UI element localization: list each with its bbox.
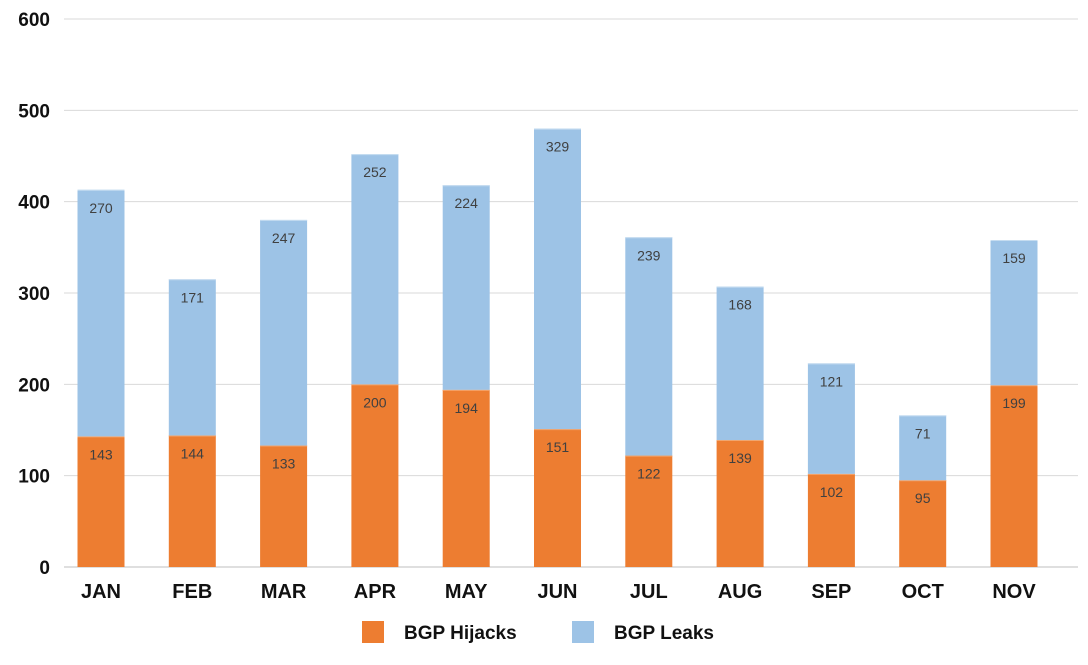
- data-label-leaks-jul: 239: [637, 247, 661, 263]
- data-label-hijacks-mar: 133: [272, 456, 296, 472]
- y-tick-label: 400: [18, 193, 50, 214]
- y-tick-label: 0: [39, 558, 50, 579]
- x-tick-label-sep: SEP: [811, 581, 851, 603]
- y-axis: 0 100 200 300 400 500 600: [18, 10, 50, 579]
- x-tick-label-apr: APR: [354, 581, 397, 603]
- bar-leaks-mar: [260, 219, 308, 446]
- bar-hijacks-nov: [990, 385, 1038, 567]
- x-tick-label-feb: FEB: [172, 581, 212, 603]
- legend: BGP Hijacks BGP Leaks: [362, 621, 714, 644]
- bar-hijacks-aug: [716, 440, 764, 567]
- y-tick-label: 500: [18, 101, 50, 122]
- data-label-leaks-jan: 270: [89, 200, 113, 216]
- y-tick-label: 300: [18, 284, 50, 305]
- legend-swatch-leaks: [572, 621, 594, 643]
- data-label-leaks-jun: 329: [546, 139, 570, 155]
- data-label-hijacks-jan: 143: [89, 446, 113, 462]
- bar-leaks-feb: [168, 279, 216, 436]
- data-label-hijacks-feb: 144: [181, 445, 205, 461]
- bar-hijacks-feb: [168, 435, 216, 567]
- bar-leaks-aug: [716, 286, 764, 441]
- data-labels-layer: 143 270 144 171 133 247 200 252 194 224 151 329 122 2…: [89, 139, 1026, 507]
- data-label-leaks-sep: 121: [820, 373, 844, 389]
- data-label-leaks-mar: 247: [272, 230, 296, 246]
- bar-hijacks-oct: [899, 480, 947, 567]
- bar-hijacks-jul: [625, 455, 673, 567]
- data-label-hijacks-jun: 151: [546, 439, 570, 455]
- bar-leaks-sep: [807, 363, 855, 474]
- legend-label-leaks: BGP Leaks: [614, 623, 714, 644]
- x-axis: JAN FEB MAR APR MAY JUN JUL AUG SEP OCT NOV: [81, 581, 1036, 603]
- y-tick-label: 600: [18, 10, 50, 31]
- data-label-hijacks-jul: 122: [637, 466, 661, 482]
- x-tick-label-nov: NOV: [992, 581, 1036, 603]
- data-label-leaks-nov: 159: [1002, 250, 1026, 266]
- bar-leaks-jan: [77, 189, 125, 437]
- data-label-hijacks-sep: 102: [820, 484, 844, 500]
- x-tick-label-jun: JUN: [537, 581, 577, 603]
- bar-hijacks-jan: [77, 436, 125, 567]
- x-tick-label-jan: JAN: [81, 581, 121, 603]
- bar-leaks-jun: [534, 128, 581, 430]
- data-label-hijacks-nov: 199: [1002, 395, 1026, 411]
- bar-hijacks-jun: [534, 429, 581, 567]
- y-tick-label: 100: [18, 467, 50, 488]
- y-tick-label: 200: [18, 375, 50, 396]
- bar-leaks-jul: [625, 237, 673, 456]
- legend-label-hijacks: BGP Hijacks: [404, 623, 517, 644]
- data-label-leaks-oct: 71: [915, 425, 931, 441]
- bar-hijacks-sep: [807, 473, 855, 567]
- data-label-leaks-feb: 171: [181, 289, 205, 305]
- data-label-leaks-aug: 168: [728, 297, 752, 313]
- x-tick-label-oct: OCT: [902, 581, 944, 603]
- x-tick-label-aug: AUG: [718, 581, 762, 603]
- bar-leaks-oct: [899, 415, 947, 481]
- x-tick-label-mar: MAR: [261, 581, 307, 603]
- bar-hijacks-apr: [351, 384, 399, 567]
- bars-layer: [77, 128, 1038, 567]
- data-label-hijacks-aug: 139: [728, 450, 752, 466]
- bar-hijacks-mar: [260, 445, 308, 567]
- x-tick-label-may: MAY: [445, 581, 488, 603]
- bar-leaks-nov: [990, 240, 1038, 386]
- bar-leaks-apr: [351, 154, 399, 385]
- data-label-leaks-apr: 252: [363, 164, 387, 180]
- x-tick-label-jul: JUL: [630, 581, 668, 603]
- data-label-hijacks-oct: 95: [915, 490, 931, 506]
- data-label-leaks-may: 224: [455, 195, 479, 211]
- legend-swatch-hijacks: [362, 621, 384, 643]
- bar-leaks-may: [442, 185, 490, 390]
- bar-hijacks-may: [442, 389, 490, 567]
- data-label-hijacks-may: 194: [455, 400, 479, 416]
- data-label-hijacks-apr: 200: [363, 394, 387, 410]
